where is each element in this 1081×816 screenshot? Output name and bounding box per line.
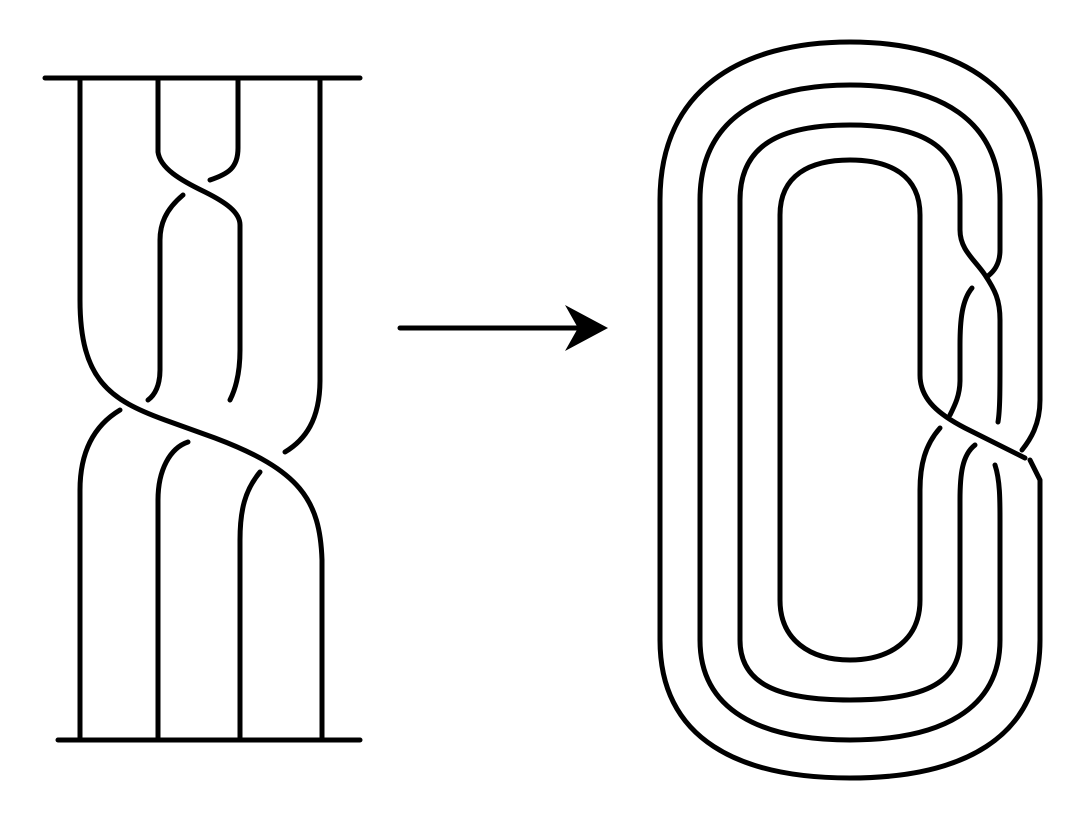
braid-strand-3-under [145, 192, 186, 403]
braid-strand-4-under [77, 407, 123, 743]
closure-loop-3 [737, 122, 1003, 703]
braid-closure [657, 39, 1043, 781]
closure-loop-2 [697, 82, 1003, 743]
braid-strand-3 [207, 77, 241, 183]
closure-loop-1 [657, 39, 1043, 781]
braid-strand-2-under [155, 439, 191, 743]
braid-strand-2 [155, 77, 243, 403]
braid [42, 75, 363, 743]
arrowhead-icon [565, 305, 608, 351]
braid-strand-1 [77, 77, 325, 743]
closure-loop-4 [777, 157, 1028, 663]
closure-arrow [397, 305, 608, 351]
braid-strand-4 [282, 77, 323, 455]
closure-loop-2-under [947, 285, 975, 418]
braid-strand-3-under-b [237, 469, 263, 743]
